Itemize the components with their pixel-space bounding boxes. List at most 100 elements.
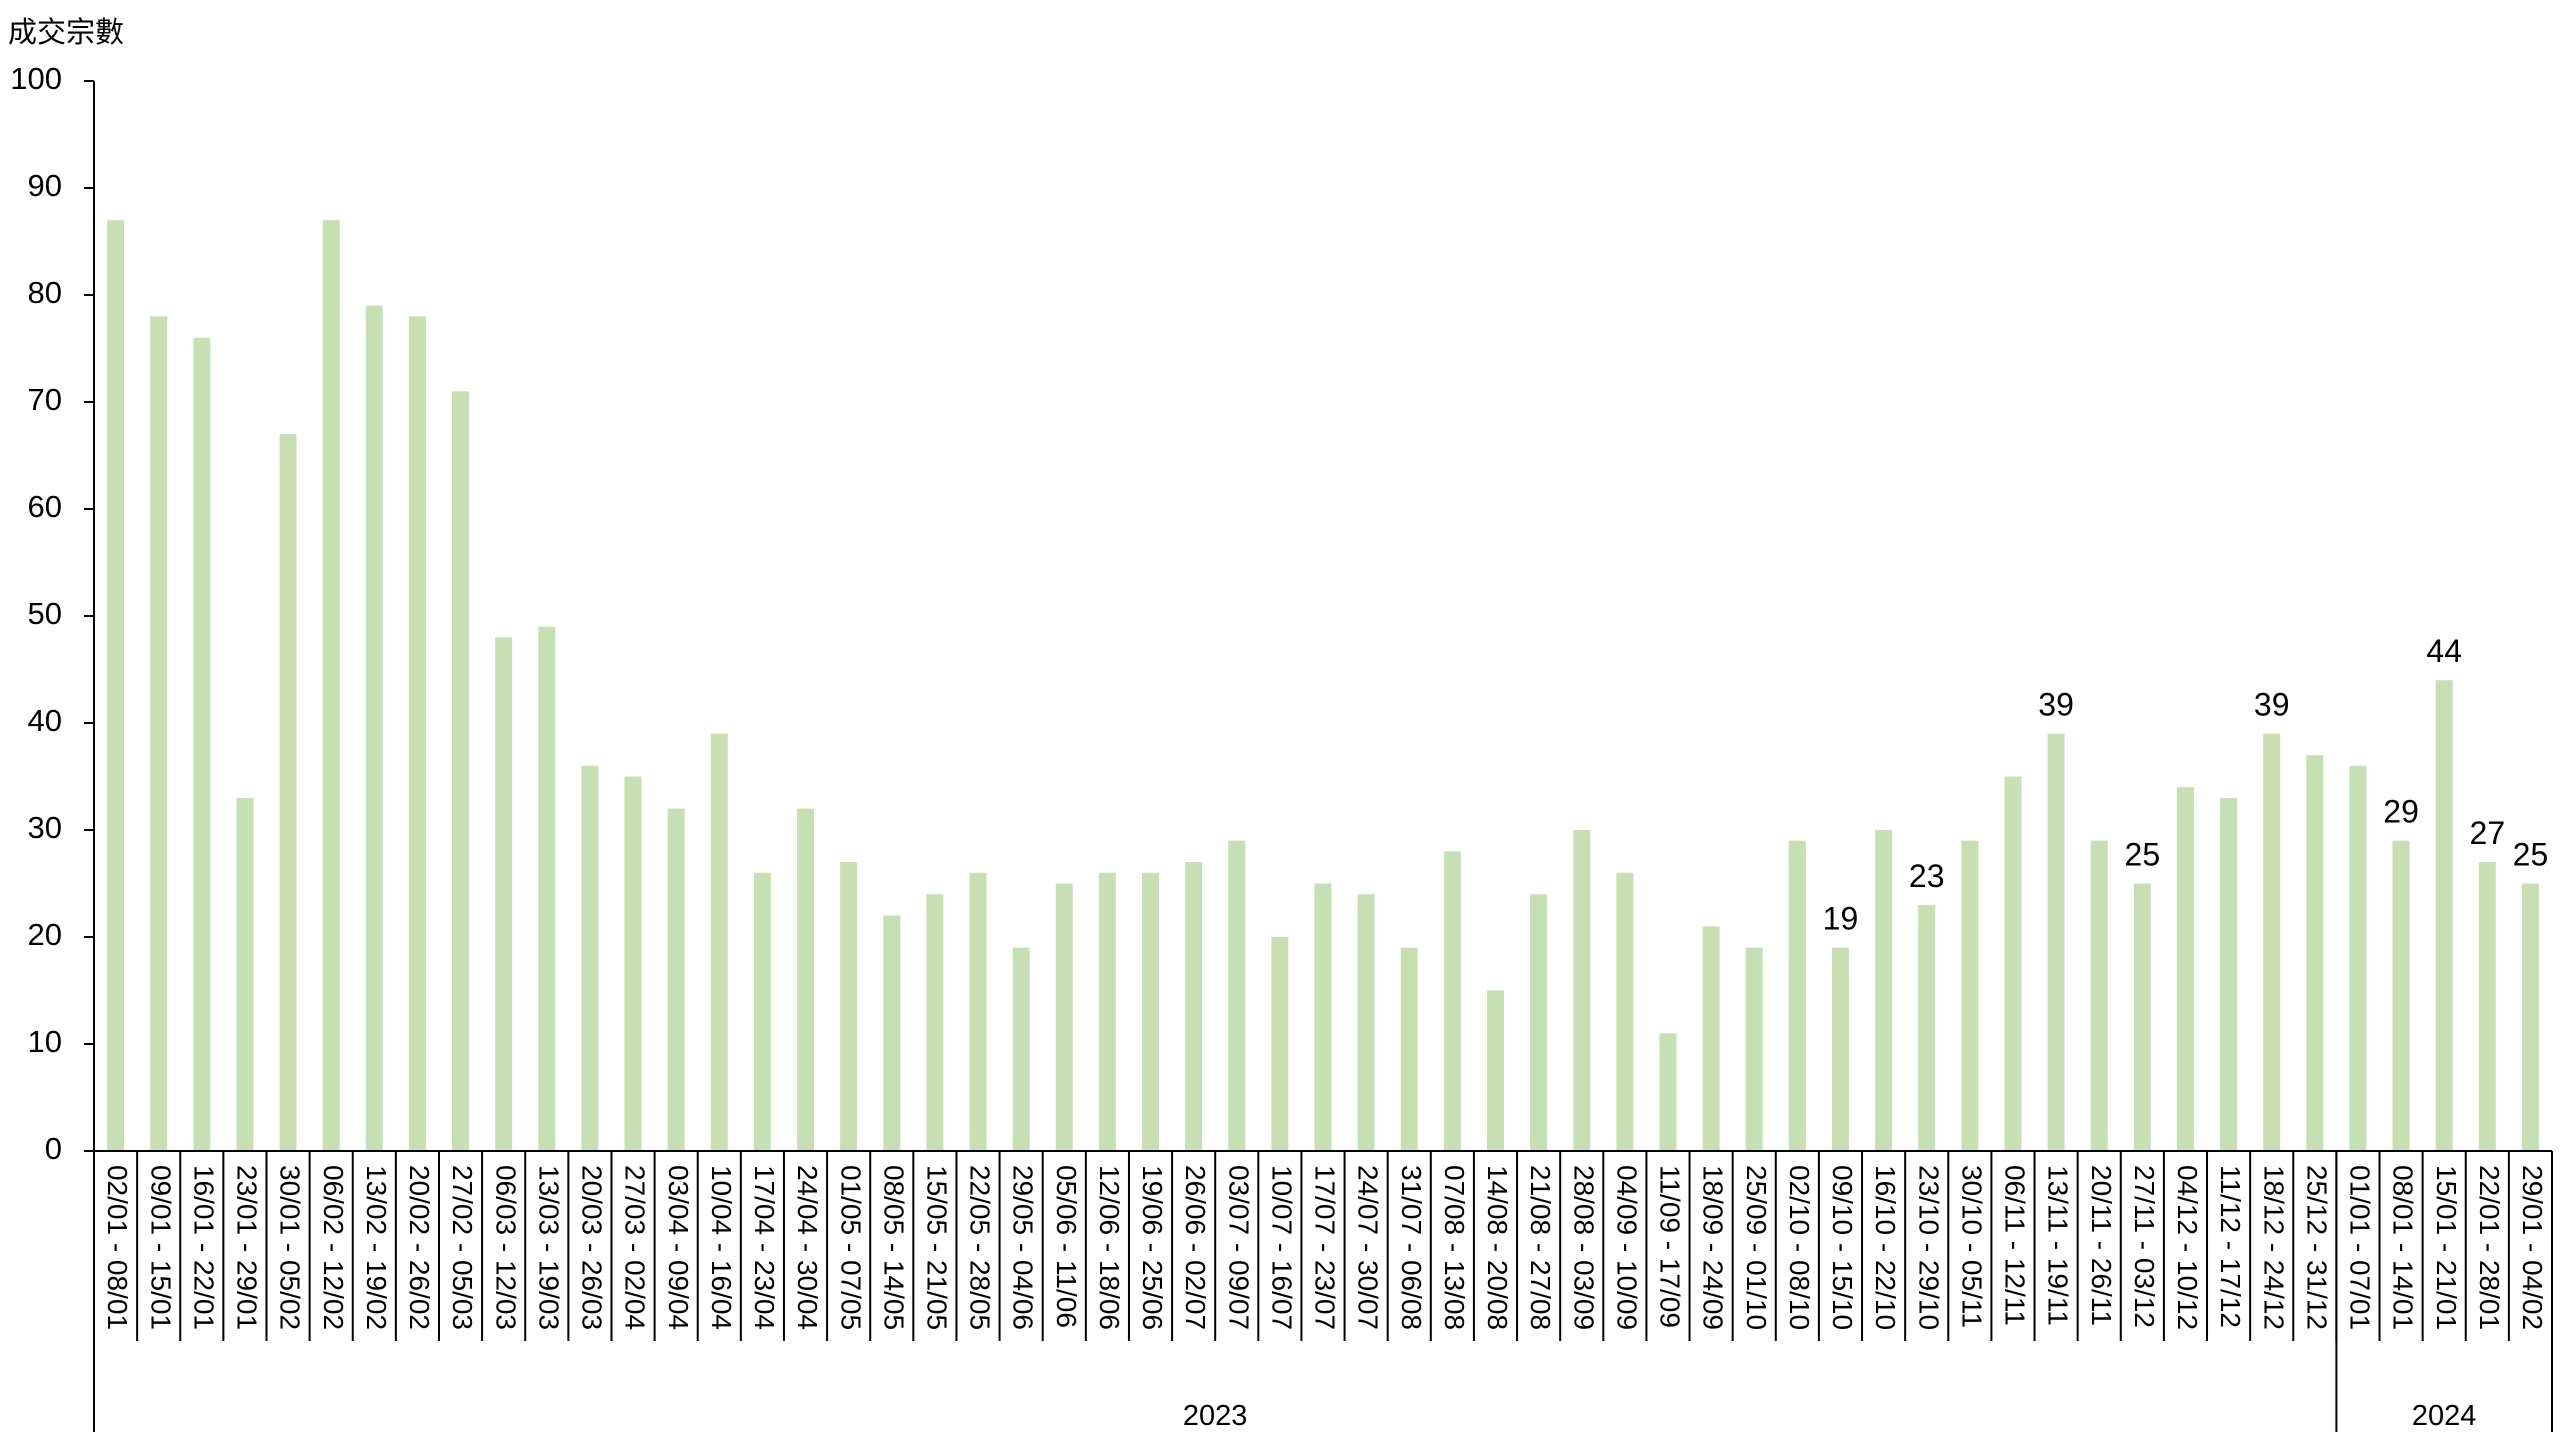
x-tick-label: 29/05 - 04/06: [1008, 1165, 1039, 1330]
bar: [969, 872, 987, 1151]
x-axis-groups: 2023 2024: [1183, 1151, 2477, 1432]
bar: [2176, 787, 2194, 1151]
x-tick-label: 18/12 - 24/12: [2258, 1165, 2289, 1330]
x-tick-label: 28/08 - 03/09: [1568, 1165, 1599, 1330]
bar: [1875, 830, 1893, 1151]
x-tick-label: 15/01 - 21/01: [2431, 1165, 2462, 1330]
x-tick-label: 08/05 - 14/05: [878, 1165, 909, 1330]
x-tick-label: 22/01 - 28/01: [2474, 1165, 2505, 1330]
x-tick-label: 01/01 - 07/01: [2345, 1165, 2376, 1330]
x-tick-label: 23/01 - 29/01: [232, 1165, 263, 1330]
bar: [1185, 862, 1203, 1151]
bar: [1012, 947, 1030, 1151]
bar: [1530, 894, 1548, 1151]
bar: [538, 626, 556, 1151]
x-tick-label: 10/04 - 16/04: [706, 1165, 737, 1330]
x-tick-label: 12/06 - 18/06: [1094, 1165, 1125, 1330]
bar: [236, 797, 254, 1151]
axes: [93, 81, 2553, 1432]
data-label: 25: [2513, 837, 2549, 873]
bar: [1271, 937, 1289, 1151]
x-tick-label: 10/07 - 16/07: [1266, 1165, 1297, 1330]
y-tick-label: 40: [28, 703, 62, 738]
bar: [624, 776, 642, 1151]
data-label: 29: [2383, 794, 2419, 830]
bar: [2047, 733, 2065, 1151]
bars: [107, 220, 2539, 1152]
bar: [1142, 872, 1160, 1151]
bar: [107, 220, 125, 1152]
x-tick-label: 24/04 - 30/04: [792, 1165, 823, 1330]
x-tick-label: 11/12 - 17/12: [2215, 1165, 2246, 1328]
bar: [1745, 947, 1763, 1151]
bar: [1659, 1033, 1677, 1151]
x-tick-label: 26/06 - 02/07: [1180, 1165, 1211, 1330]
bar: [2220, 797, 2238, 1151]
x-axis-ticks: 02/01 - 08/01 09/01 - 15/01 16/01 - 22/01 2…: [102, 1165, 2548, 1330]
bar: [1357, 894, 1375, 1151]
x-tick-label: 22/05 - 28/05: [965, 1165, 996, 1330]
bar: [2349, 765, 2367, 1151]
y-tick-label: 80: [28, 275, 62, 310]
x-tick-label: 06/03 - 12/03: [490, 1165, 521, 1330]
x-tick-label: 06/11 - 12/11: [2000, 1165, 2031, 1326]
bar: [322, 220, 340, 1152]
x-tick-label: 23/10 - 29/10: [1913, 1165, 1944, 1330]
bar: [1055, 883, 1073, 1151]
y-tick-label: 30: [28, 810, 62, 845]
x-tick-label: 16/01 - 22/01: [188, 1165, 219, 1330]
x-tick-label: 02/01 - 08/01: [102, 1165, 133, 1330]
bar: [1788, 840, 1806, 1151]
x-tick-label: 09/01 - 15/01: [145, 1165, 176, 1330]
x-tick-label: 01/05 - 07/05: [835, 1165, 866, 1330]
x-tick-label: 25/12 - 31/12: [2301, 1165, 2332, 1330]
x-tick-label: 17/04 - 23/04: [749, 1165, 780, 1330]
x-tick-label: 30/10 - 05/11: [1956, 1165, 1987, 1328]
group-label: 2024: [2412, 1400, 2477, 1432]
bar: [797, 808, 815, 1151]
bar: [2090, 840, 2108, 1151]
bar: [2133, 883, 2151, 1151]
x-tick-label: 24/07 - 30/07: [1353, 1165, 1384, 1330]
data-label: 19: [1823, 901, 1859, 937]
x-tick-label: 09/10 - 15/10: [1827, 1165, 1858, 1330]
x-tick-label: 31/07 - 06/08: [1396, 1165, 1427, 1330]
x-tick-label: 03/07 - 09/07: [1223, 1165, 1254, 1330]
x-tick-label: 29/01 - 04/02: [2517, 1165, 2548, 1330]
data-label: 44: [2426, 633, 2462, 669]
data-label: 39: [2254, 687, 2290, 723]
y-tick-label: 70: [28, 382, 62, 417]
bar: [1573, 830, 1591, 1151]
x-tick-label: 19/06 - 25/06: [1137, 1165, 1168, 1330]
bar: [1616, 872, 1634, 1151]
x-tick-label: 06/02 - 12/02: [318, 1165, 349, 1330]
bar: [365, 305, 383, 1151]
data-label: 25: [2125, 837, 2161, 873]
bar: [883, 915, 901, 1151]
bar: [581, 765, 599, 1151]
y-tick-label: 20: [28, 917, 62, 952]
bar: [2435, 680, 2453, 1151]
bar: [1098, 872, 1116, 1151]
y-axis-ticks: 0 10 20 30 40 50 60 70 80 90 100: [10, 61, 94, 1166]
x-tick-label: 20/02 - 26/02: [404, 1165, 435, 1330]
bar: [2004, 776, 2022, 1151]
bar: [495, 637, 513, 1151]
bar: [1918, 904, 1936, 1151]
x-tick-label: 03/04 - 09/04: [663, 1165, 694, 1330]
x-tick-label: 17/07 - 23/07: [1310, 1165, 1341, 1330]
bar: [1400, 947, 1418, 1151]
data-label: 39: [2038, 687, 2074, 723]
bar: [1486, 990, 1504, 1151]
x-tick-label: 13/02 - 19/02: [361, 1165, 392, 1330]
bar: [2392, 840, 2410, 1151]
x-tick-label: 05/06 - 11/06: [1051, 1165, 1082, 1328]
bar: [1702, 926, 1720, 1151]
bar: [710, 733, 728, 1151]
x-tick-label: 30/01 - 05/02: [275, 1165, 306, 1330]
bar: [1314, 883, 1332, 1151]
bar: [150, 316, 168, 1151]
x-tick-label: 11/09 - 17/09: [1655, 1165, 1686, 1328]
